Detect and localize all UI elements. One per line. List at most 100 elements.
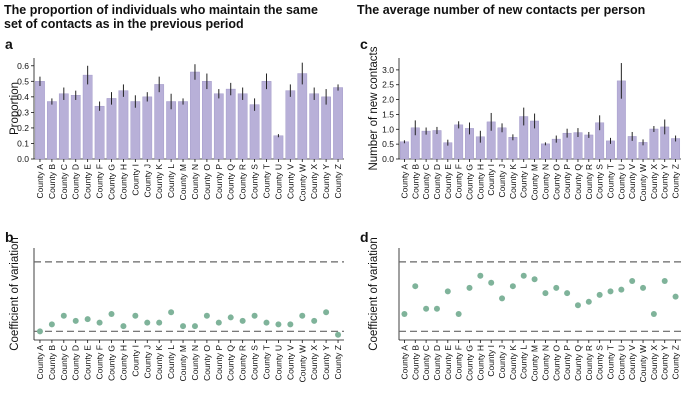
x-tick-label: County K — [508, 345, 518, 380]
data-point — [48, 321, 55, 328]
y-tick-label: 2.5 — [382, 80, 394, 90]
x-tick-label: County P — [562, 345, 572, 380]
bar — [82, 74, 93, 160]
x-tick-label: County O — [202, 345, 212, 381]
bar — [649, 128, 659, 160]
bar — [58, 93, 69, 160]
x-tick-label: County R — [238, 345, 248, 380]
x-tick-label: County T — [606, 345, 616, 379]
x-tick-label: County E — [443, 164, 453, 199]
x-tick-label: County Z — [671, 345, 681, 380]
x-tick-label: County Z — [333, 164, 343, 199]
x-tick-label: County H — [475, 345, 485, 380]
x-tick-label: County S — [595, 345, 605, 380]
x-tick-label: County K — [154, 164, 164, 199]
data-point — [433, 305, 440, 312]
bar — [421, 130, 431, 160]
y-tick-label: 0.1 — [17, 138, 29, 148]
x-tick-label: County U — [273, 345, 283, 380]
data-point — [180, 323, 187, 330]
data-point — [455, 310, 462, 317]
x-tick-label: County B — [410, 164, 420, 199]
x-tick-label: County C — [421, 164, 431, 199]
x-tick-label: County Y — [321, 164, 331, 199]
x-tick-label: County L — [519, 164, 529, 198]
x-tick-label: County R — [584, 164, 594, 199]
chart-b: Coefficient of variation County A County B… — [9, 237, 344, 382]
bar — [47, 101, 57, 160]
x-tick-label: County I — [130, 164, 140, 196]
y-tick-label: 0.0 — [17, 154, 29, 164]
x-tick-label: County D — [432, 164, 442, 199]
data-point — [672, 293, 679, 300]
data-point — [311, 317, 318, 324]
x-tick-label: County O — [551, 164, 561, 200]
right-title: The average number of new contacts per p… — [357, 3, 646, 17]
x-tick-label: County E — [83, 345, 93, 380]
data-point — [299, 312, 306, 319]
data-point — [640, 284, 647, 291]
bar — [166, 101, 176, 160]
x-tick-label: County X — [309, 164, 319, 199]
y-tick-label: 1.0 — [382, 124, 394, 134]
data-point — [661, 277, 668, 284]
x-tick-label: County F — [454, 164, 464, 199]
bar — [225, 88, 236, 160]
data-point — [72, 317, 79, 324]
x-tick-label: County M — [178, 164, 188, 200]
data-point — [132, 312, 139, 319]
x-tick-label: County Y — [660, 345, 670, 380]
y-tick-label: 0.5 — [382, 139, 394, 149]
data-point — [466, 284, 473, 291]
bar — [202, 81, 212, 160]
data-point — [275, 321, 282, 328]
x-tick-label: County A — [35, 164, 45, 199]
x-tick-label: County S — [250, 345, 260, 380]
data-point — [412, 283, 419, 290]
x-tick-label: County B — [410, 345, 420, 380]
x-tick-label: County D — [432, 345, 442, 380]
y-tick-label: 0.0 — [382, 154, 394, 164]
data-point — [239, 317, 246, 324]
x-tick-label: County J — [142, 345, 152, 379]
data-point — [509, 283, 516, 290]
data-point — [574, 302, 581, 309]
x-tick-label: County P — [214, 345, 224, 380]
x-tick-label: County L — [166, 164, 176, 198]
panel-letter-d: d — [360, 229, 369, 245]
x-tick-label: County F — [454, 345, 464, 380]
x-tick-label: County E — [443, 345, 453, 380]
y-axis-label: Coefficient of variation — [9, 237, 21, 351]
x-tick-label: County L — [519, 345, 529, 379]
x-tick-label: County M — [530, 164, 540, 200]
x-tick-label: County I — [486, 345, 496, 377]
y-tick-label: 0.3 — [17, 107, 29, 117]
y-tick-label: 0.4 — [17, 92, 29, 102]
bar — [432, 130, 442, 160]
data-point — [227, 314, 234, 321]
bar — [309, 93, 320, 160]
data-point — [36, 328, 43, 335]
x-tick-label: County N — [190, 164, 200, 199]
data-point — [203, 312, 210, 319]
y-axis-label: Number of new contacts — [368, 46, 380, 170]
bar — [321, 96, 331, 160]
x-tick-label: County V — [627, 164, 637, 199]
x-tick-label: County G — [465, 164, 475, 200]
x-tick-label: County O — [551, 345, 561, 381]
data-point — [542, 290, 549, 297]
x-tick-label: County S — [250, 164, 260, 199]
x-tick-label: County H — [118, 164, 128, 199]
bar — [237, 93, 248, 160]
x-tick-label: County H — [475, 164, 485, 199]
x-tick-label: County E — [83, 164, 93, 199]
bar — [671, 138, 681, 160]
x-tick-label: County T — [262, 345, 272, 379]
x-tick-label: County I — [130, 345, 140, 377]
x-tick-label: County U — [273, 164, 283, 199]
x-tick-label: County G — [107, 164, 117, 200]
x-tick-label: County N — [540, 164, 550, 199]
x-tick-label: County O — [202, 164, 212, 200]
x-tick-label: County Q — [226, 164, 236, 200]
